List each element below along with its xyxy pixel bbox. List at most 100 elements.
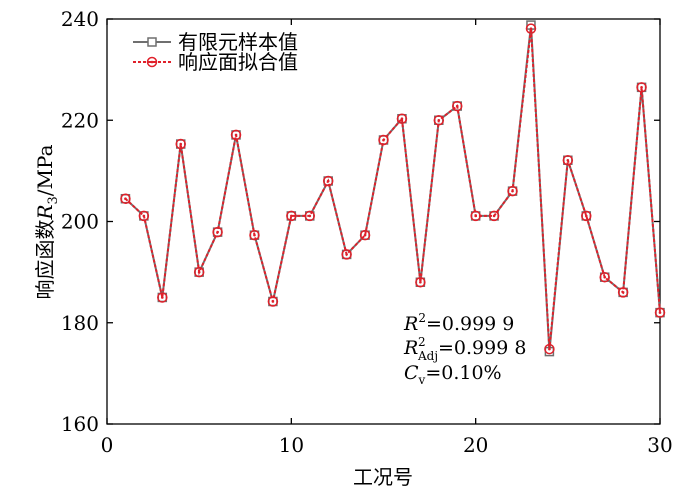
x-tick-label: 30 [647, 433, 672, 457]
data-point-circle [249, 229, 260, 241]
y-tick-label: 160 [61, 412, 99, 436]
stat-radj-value: =0.999 8 [438, 337, 526, 359]
y-tick-label: 240 [61, 7, 99, 31]
data-point-dot [234, 133, 238, 137]
x-axis-label: 工况号 [353, 465, 413, 489]
data-point-circle [415, 277, 426, 288]
x-axis: 0 10 20 30 [101, 19, 673, 457]
data-point-dot [603, 275, 606, 279]
data-point-circle [378, 134, 389, 146]
stat-cv: Cv=0.10% [404, 362, 502, 387]
data-point-dot [474, 214, 477, 218]
data-point-dot [308, 214, 312, 218]
data-point-dot [621, 291, 625, 294]
stat-radj-sub: Adj [417, 349, 438, 363]
data-point-dot [658, 311, 662, 314]
data-point-dot [363, 233, 367, 237]
y-axis-label-unit: /MPa [33, 144, 57, 196]
stat-r2-symbol: R [403, 313, 418, 335]
stat-cv-sub: v [418, 373, 426, 387]
data-point-dot [124, 197, 127, 201]
stat-radj: R 2 Adj =0.999 8 [403, 329, 526, 365]
data-point-dot [326, 179, 330, 183]
legend-marker-fea [147, 37, 157, 47]
data-point-circle [304, 210, 316, 222]
data-point-dot [437, 118, 441, 122]
data-point-circle [341, 249, 352, 260]
x-tick-label: 0 [101, 433, 114, 457]
data-point-circle [286, 210, 297, 222]
data-point-circle [636, 82, 647, 93]
data-point-circle [581, 210, 592, 222]
data-point-dot [584, 214, 588, 218]
stat-radj-symbol: R [403, 337, 418, 359]
series-layer [120, 20, 666, 357]
x-tick-label: 20 [463, 433, 488, 457]
data-point-circle [617, 287, 629, 298]
data-point-circle [433, 115, 445, 126]
data-point-dot [492, 214, 496, 218]
data-point-dot [197, 270, 201, 274]
data-point-dot [290, 214, 293, 218]
stat-r2-sup: 2 [418, 311, 426, 325]
y-axis-label: 响应函数R3/MPa [33, 144, 61, 299]
data-point-circle [544, 343, 555, 355]
data-point-circle [322, 175, 334, 187]
data-point-circle [525, 23, 537, 34]
data-point-dot [179, 142, 183, 146]
stat-r2: R2=0.999 9 [403, 311, 514, 335]
y-tick-label: 220 [61, 108, 99, 132]
fit-statistics: R2=0.999 9 R 2 Adj =0.999 8 Cv=0.10% [403, 311, 526, 387]
data-point-circle [157, 292, 168, 303]
data-point-circle [267, 296, 279, 307]
data-point-circle [138, 210, 150, 222]
data-point-circle [212, 226, 223, 238]
data-point-dot [548, 347, 551, 351]
series-line-1 [124, 24, 661, 352]
data-point-dot [161, 296, 164, 299]
data-point-dot [455, 104, 459, 108]
data-point-dot [216, 230, 219, 234]
stat-cv-value: =0.10% [425, 362, 501, 384]
y-tick-label: 200 [61, 210, 99, 234]
data-point-dot [253, 233, 256, 237]
legend: 有限元样本值 响应面拟合值 [133, 30, 298, 74]
data-point-dot [511, 189, 514, 193]
data-point-circle [562, 154, 574, 166]
data-point-circle [470, 210, 481, 222]
data-point-circle [396, 113, 408, 124]
data-point-circle [193, 266, 205, 278]
data-point-circle [654, 307, 666, 318]
data-point-dot [271, 300, 275, 303]
data-point-circle [359, 229, 371, 241]
y-axis: 160 180 200 220 240 [61, 7, 660, 436]
series-line-2 [124, 28, 661, 350]
data-point-circle [488, 210, 500, 222]
data-point-circle [120, 193, 131, 204]
data-point-dot [345, 253, 348, 256]
data-point-dot [400, 117, 404, 121]
legend-marker-rsm [146, 56, 158, 68]
stat-radj-sup: 2 [418, 335, 426, 349]
data-point-circle [599, 271, 610, 283]
plot-frame [106, 18, 661, 425]
data-point-dot [419, 280, 422, 284]
data-point-dot [142, 214, 146, 218]
y-axis-label-sub: 3 [46, 196, 61, 204]
legend-marker-rsm-dot [150, 60, 154, 64]
data-point-circle [451, 100, 463, 112]
data-point-dot [640, 86, 643, 89]
data-point-dot [566, 158, 570, 162]
x-tick-label: 10 [279, 433, 304, 457]
data-point-circle [230, 129, 242, 141]
data-point-dot [382, 138, 385, 142]
stat-r2-value: =0.999 9 [426, 313, 514, 335]
data-point-circle [507, 185, 518, 197]
stat-cv-symbol: C [404, 362, 419, 384]
data-point-circle [175, 138, 186, 150]
y-tick-label: 180 [61, 311, 99, 335]
legend-label-rsm: 响应面拟合值 [178, 50, 298, 74]
data-point-dot [529, 27, 533, 30]
y-axis-label-var: R [33, 204, 57, 220]
